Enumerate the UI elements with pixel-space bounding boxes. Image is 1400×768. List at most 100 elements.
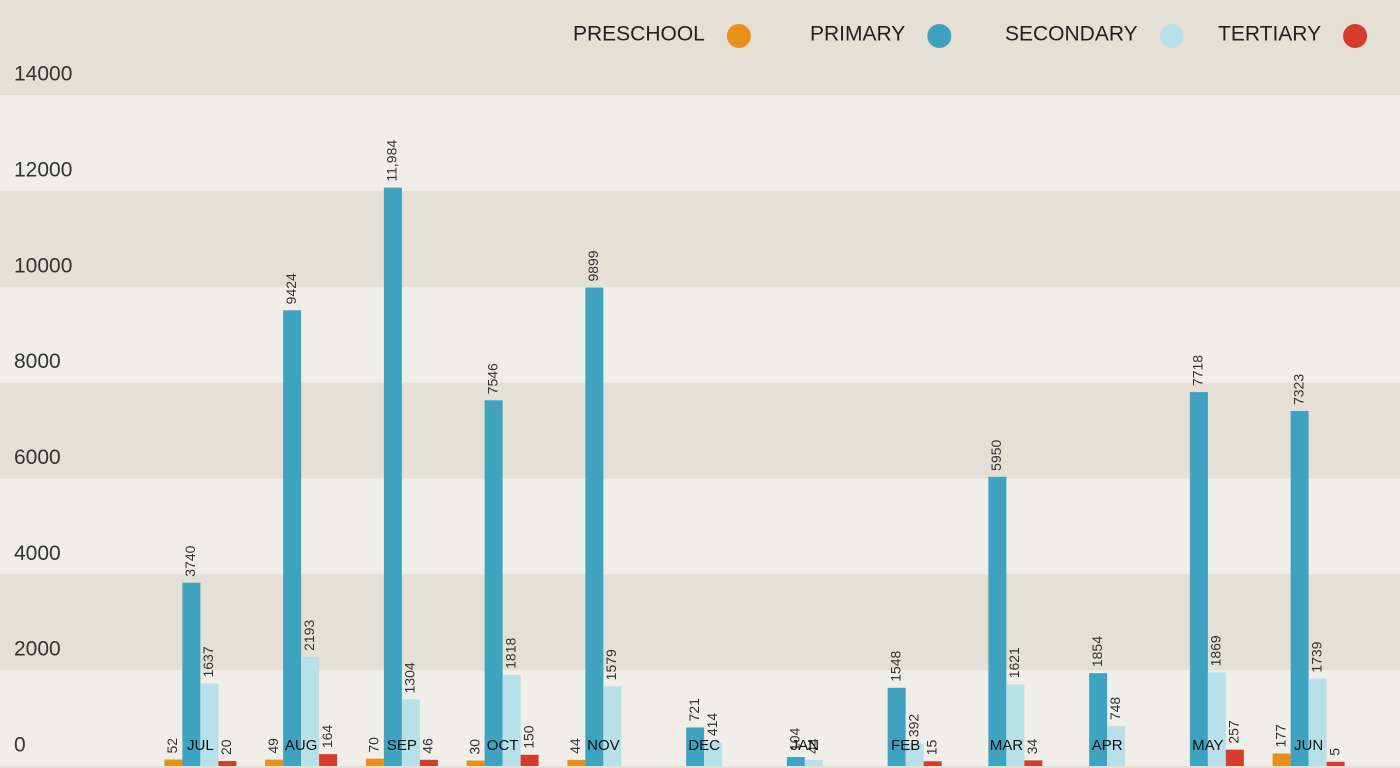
y-tick-label: 6000 — [14, 446, 61, 469]
x-tick-label: JUL — [187, 737, 214, 754]
value-label: 104 — [787, 727, 803, 751]
x-tick-label: JUN — [1294, 737, 1323, 754]
legend-label: SECONDARY — [1005, 23, 1138, 46]
bar — [804, 759, 823, 766]
value-label: 15 — [923, 739, 939, 755]
bar — [466, 760, 485, 766]
legend-label: PRIMARY — [810, 23, 905, 46]
value-label: 7718 — [1190, 355, 1206, 386]
bar — [567, 759, 586, 766]
bar — [686, 727, 705, 766]
value-label: 30 — [466, 739, 482, 755]
value-label: 164 — [319, 725, 335, 749]
x-tick-label: APR — [1092, 737, 1123, 754]
bar — [182, 582, 201, 766]
bar — [301, 656, 320, 766]
bar — [502, 674, 521, 766]
y-tick-label: 2000 — [14, 638, 61, 661]
value-label: 34 — [1024, 739, 1040, 755]
y-tick-label: 8000 — [14, 350, 61, 373]
y-tick-label: 4000 — [14, 542, 61, 565]
value-label: 177 — [1272, 724, 1288, 748]
value-label: 7546 — [484, 363, 500, 394]
x-tick-label: SEP — [387, 737, 417, 754]
bar — [401, 699, 420, 766]
bar — [1107, 726, 1126, 766]
value-label: 1579 — [603, 649, 619, 680]
x-tick-label: AUG — [285, 737, 318, 754]
bar — [200, 683, 219, 766]
value-label: 1637 — [200, 646, 216, 677]
y-tick-label: 14000 — [14, 63, 72, 86]
value-label: 9424 — [283, 273, 299, 304]
x-tick-label: DEC — [688, 737, 720, 754]
value-label: 44 — [567, 738, 583, 754]
y-tick-label: 12000 — [14, 158, 72, 181]
x-tick-label: FEB — [891, 737, 920, 754]
bar — [905, 743, 924, 766]
bar — [786, 757, 805, 766]
bar — [1308, 678, 1327, 766]
bar — [603, 686, 622, 766]
x-tick-label: JAN — [791, 737, 819, 754]
x-tick-label: OCT — [487, 737, 519, 754]
y-tick-label: 10000 — [14, 254, 72, 277]
bar — [887, 687, 906, 766]
grid-band — [0, 190, 1400, 287]
legend-swatch — [1343, 24, 1368, 48]
bar — [1089, 673, 1108, 766]
value-label: 9899 — [585, 250, 601, 281]
bar — [923, 761, 942, 766]
bar — [704, 742, 723, 766]
legend-swatch — [927, 24, 952, 48]
bar — [365, 758, 384, 766]
bar — [265, 759, 284, 766]
value-label: 1304 — [402, 662, 418, 693]
bar — [484, 400, 503, 766]
x-tick-label: MAY — [1192, 737, 1223, 754]
bar — [1326, 761, 1345, 766]
value-label: 46 — [420, 738, 436, 754]
value-label: 11,984 — [384, 140, 400, 182]
value-label: 2193 — [301, 620, 317, 651]
value-label: 49 — [265, 738, 281, 754]
value-label: 1854 — [1089, 636, 1105, 667]
bar — [1024, 760, 1043, 766]
bar — [1225, 749, 1244, 766]
value-label: 257 — [1226, 720, 1242, 744]
value-label: 150 — [520, 725, 536, 749]
value-label: 5950 — [988, 439, 1004, 470]
grid-band — [0, 478, 1400, 575]
y-tick-label: 0 — [14, 734, 26, 757]
x-tick-label: MAR — [990, 737, 1024, 754]
value-label: 1548 — [887, 650, 903, 681]
bar — [520, 754, 539, 766]
value-label: 3740 — [182, 545, 198, 576]
bar — [319, 754, 338, 766]
bar — [383, 187, 402, 766]
grid-band — [0, 286, 1400, 383]
legend-label: PRESCHOOL — [573, 23, 705, 46]
legend-label: TERTIARY — [1218, 23, 1321, 46]
value-label: 414 — [704, 713, 720, 737]
bar — [1272, 753, 1291, 766]
bar — [1207, 672, 1226, 766]
bar — [218, 761, 237, 766]
bar — [419, 759, 438, 766]
x-tick-label: NOV — [587, 737, 620, 754]
value-label: 1621 — [1006, 647, 1022, 678]
grid-band — [0, 95, 1400, 191]
value-label: 20 — [218, 739, 234, 755]
bar — [164, 759, 183, 766]
bar — [1189, 392, 1208, 766]
value-label: 70 — [366, 737, 382, 753]
legend-swatch — [726, 24, 751, 48]
value-label: 7323 — [1290, 374, 1306, 405]
value-label: 748 — [1107, 697, 1123, 721]
legend-swatch — [1159, 24, 1184, 48]
value-label: 1869 — [1208, 635, 1224, 666]
grid-band — [0, 382, 1400, 479]
value-label: 52 — [164, 738, 180, 754]
bar — [1006, 684, 1025, 766]
